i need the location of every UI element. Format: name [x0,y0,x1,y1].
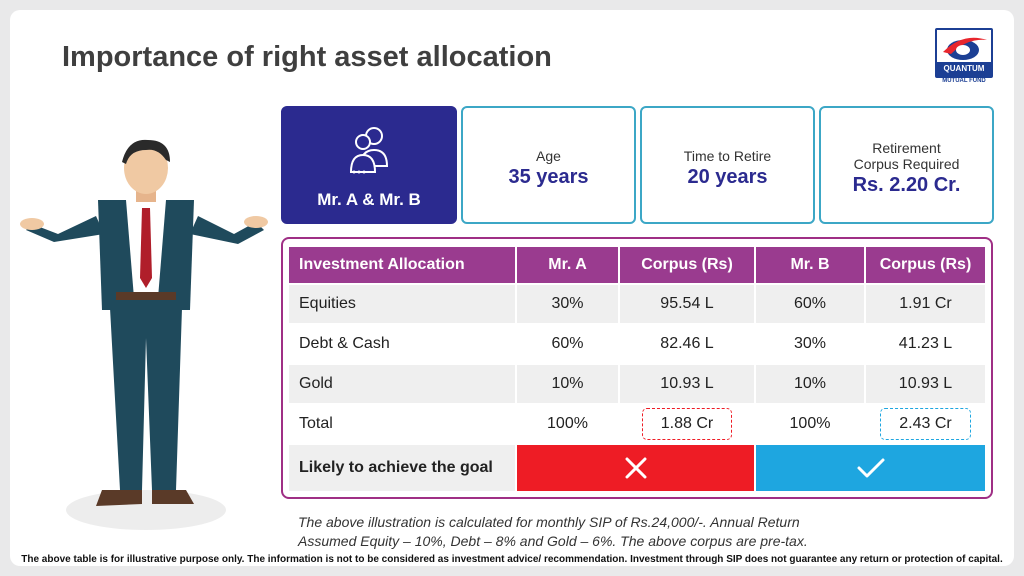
table-header-allocation: Investment Allocation [289,247,515,283]
corpus-label-line1: Retirement [872,140,941,156]
quantum-logo: QUANTUM MUTUAL FUND [935,28,993,88]
total-corpus-b-highlight: 2.43 Cr [880,408,971,440]
logo-swoosh-icon [943,37,987,60]
table-cell-equities: Equities [289,285,515,323]
table-cell: 82.46 L [620,325,754,363]
table-header-mr-b: Mr. B [756,247,864,283]
table-cell: 10.93 L [866,365,985,403]
goal-mr-b-cell [756,445,985,491]
table-cell: 100% [756,405,864,443]
table-cell: 95.54 L [620,285,754,323]
assumption-note: The above illustration is calculated for… [298,513,808,551]
table-header-corpus-a: Corpus (Rs) [620,247,754,283]
time-to-retire-value: 20 years [687,166,768,188]
profile-card: Mr. A & Mr. B [281,106,457,224]
age-label: Age [536,148,561,164]
age-value: 35 years [508,166,589,188]
logo-tagline: MUTUAL FUND [942,78,986,84]
table-cell: 30% [517,285,618,323]
users-icon [349,127,389,174]
profile-label: Mr. A & Mr. B [317,190,421,209]
assumption-note-line2: Assumed Equity – 10%, Debt – 8% and Gold… [298,533,808,549]
corpus-value: Rs. 2.20 Cr. [852,174,961,196]
page-title: Importance of right asset allocation [62,41,552,73]
goal-mr-a-cell [517,445,754,491]
total-corpus-a-highlight: 1.88 Cr [641,408,733,440]
time-to-retire-label: Time to Retire [683,148,772,164]
assumption-note-line1: The above illustration is calculated for… [298,514,800,530]
table-cell: 10.93 L [620,365,754,403]
retirement-corpus-card: Retirement Corpus Required Rs. 2.20 Cr. [819,106,994,224]
table-cell: 41.23 L [866,325,985,363]
table-cell: 10% [517,365,618,403]
check-icon [857,458,884,478]
age-card: Age 35 years [461,106,636,224]
table-cell-gold: Gold [289,365,515,403]
logo-wordmark: QUANTUM [937,62,991,76]
cross-icon [625,457,646,479]
total-corpus-a-cell: 1.88 Cr [620,405,754,443]
table-cell: 1.91 Cr [866,285,985,323]
table-cell: 10% [756,365,864,403]
disclaimer-text: The above table is for illustrative purp… [21,554,1003,565]
table-cell-total: Total [289,405,515,443]
goal-label: Likely to achieve the goal [289,445,515,491]
total-corpus-b-cell: 2.43 Cr [866,405,985,443]
table-header-corpus-b: Corpus (Rs) [866,247,985,283]
table-cell: 30% [756,325,864,363]
time-to-retire-card: Time to Retire 20 years [640,106,815,224]
table-cell: 60% [756,285,864,323]
table-cell-debt-cash: Debt & Cash [289,325,515,363]
table-header-mr-a: Mr. A [517,247,618,283]
corpus-label-line2: Corpus Required [853,156,960,172]
man-shrugging-illustration [20,139,268,530]
table-cell: 100% [517,405,618,443]
table-cell: 60% [517,325,618,363]
